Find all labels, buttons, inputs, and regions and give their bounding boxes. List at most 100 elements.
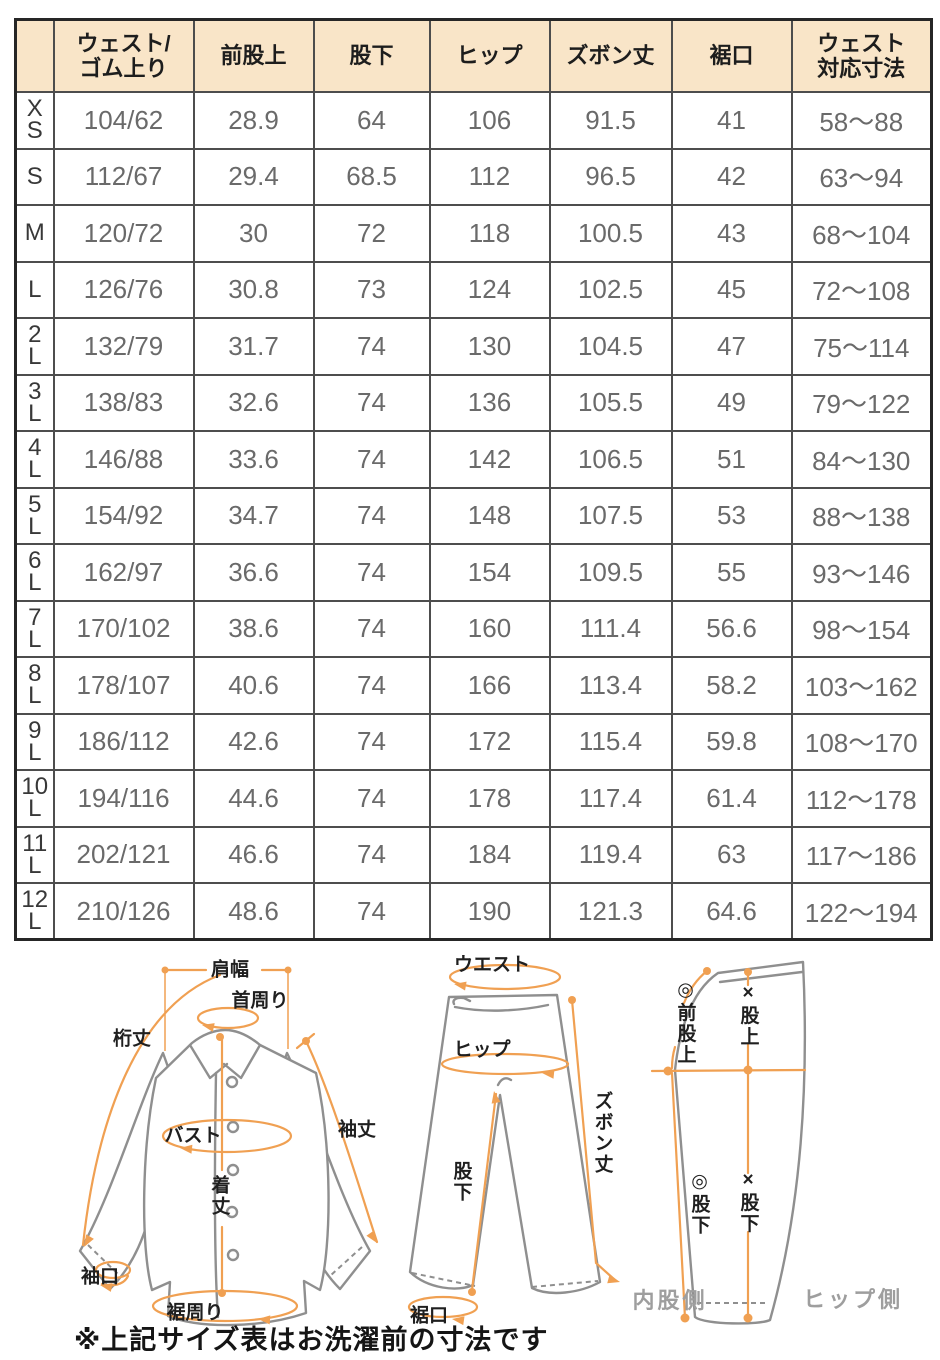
table-row: 8 L 178/107 40.6 74 166 113.4 58.2 103～162 xyxy=(14,656,933,715)
label-waist: ウエスト xyxy=(453,954,531,976)
table-value-cell: 100.5 xyxy=(548,204,673,263)
table-value-cell: 117～186 xyxy=(790,825,933,884)
table-value-cell: 79～122 xyxy=(790,373,933,432)
table-value-cell: 74 xyxy=(312,317,431,376)
table-value-cell: 202/121 xyxy=(52,825,195,884)
label-hip-side: ヒップ側 xyxy=(802,1287,904,1312)
table-value-cell: 98～154 xyxy=(790,599,933,658)
table-value-cell: 103～162 xyxy=(790,656,933,715)
table-row: L 126/76 30.8 73 124 102.5 45 72～108 xyxy=(14,260,933,319)
table-value-cell: 105.5 xyxy=(548,373,673,432)
table-row: X S 104/62 28.9 64 106 91.5 41 58～88 xyxy=(14,91,933,150)
header-corner-cell xyxy=(14,18,55,93)
table-value-cell: 61.4 xyxy=(670,769,793,828)
table-row: 6 L 162/97 36.6 74 154 109.5 55 93～146 xyxy=(14,543,933,602)
label-yuki-length: 桁丈 xyxy=(112,1028,152,1050)
table-value-cell: 44.6 xyxy=(192,769,315,828)
size-table: ウェスト/ ゴム上り 前股上 股下 ヒップ ズボン丈 裾口 ウェスト 対応寸法 … xyxy=(14,18,933,941)
label-inseam-inner: ◎股下 xyxy=(688,1170,710,1236)
table-value-cell: 74 xyxy=(312,882,431,941)
table-value-cell: 111.4 xyxy=(548,599,673,658)
header-hip: ヒップ xyxy=(428,18,551,93)
table-value-cell: 58～88 xyxy=(790,91,933,150)
table-value-cell: 112 xyxy=(428,147,551,206)
table-value-cell: 34.7 xyxy=(192,486,315,545)
table-value-cell: 68.5 xyxy=(312,147,431,206)
pre-wash-note: ※上記サイズ表はお洗濯前の寸法です xyxy=(74,1325,549,1355)
table-value-cell: 29.4 xyxy=(192,147,315,206)
table-row: 7 L 170/102 38.6 74 160 111.4 56.6 98～154 xyxy=(14,599,933,658)
table-row: 2 L 132/79 31.7 74 130 104.5 47 75～114 xyxy=(14,317,933,376)
table-row: 9 L 186/112 42.6 74 172 115.4 59.8 108～170 xyxy=(14,712,933,771)
size-label-cell: 9 L xyxy=(14,712,55,771)
table-value-cell: 166 xyxy=(428,656,551,715)
label-inner-thigh-side: 内股側 xyxy=(632,1288,708,1313)
header-front-rise: 前股上 xyxy=(192,18,315,93)
label-shoulder-width: 肩幅 xyxy=(210,959,250,981)
table-value-cell: 104.5 xyxy=(548,317,673,376)
table-value-cell: 36.6 xyxy=(192,543,315,602)
table-value-cell: 162/97 xyxy=(52,543,195,602)
table-value-cell: 124 xyxy=(428,260,551,319)
table-value-cell: 48.6 xyxy=(192,882,315,941)
size-label-cell: 12 L xyxy=(14,882,55,941)
size-label-cell: M xyxy=(14,204,55,263)
table-value-cell: 112/67 xyxy=(52,147,195,206)
table-value-cell: 33.6 xyxy=(192,430,315,489)
table-value-cell: 118 xyxy=(428,204,551,263)
table-value-cell: 74 xyxy=(312,430,431,489)
table-value-cell: 74 xyxy=(312,543,431,602)
table-value-cell: 136 xyxy=(428,373,551,432)
size-label-cell: 7 L xyxy=(14,599,55,658)
table-value-cell: 132/79 xyxy=(52,317,195,376)
table-value-cell: 184 xyxy=(428,825,551,884)
table-value-cell: 115.4 xyxy=(548,712,673,771)
table-value-cell: 41 xyxy=(670,91,793,150)
table-value-cell: 102.5 xyxy=(548,260,673,319)
table-value-cell: 74 xyxy=(312,656,431,715)
table-value-cell: 74 xyxy=(312,769,431,828)
table-value-cell: 160 xyxy=(428,599,551,658)
table-value-cell: 106 xyxy=(428,91,551,150)
table-value-cell: 68～104 xyxy=(790,204,933,263)
table-value-cell: 210/126 xyxy=(52,882,195,941)
table-value-cell: 40.6 xyxy=(192,656,315,715)
table-value-cell: 148 xyxy=(428,486,551,545)
table-value-cell: 63～94 xyxy=(790,147,933,206)
pants-side-diagram-icon xyxy=(650,960,807,1325)
size-label-cell: 2 L xyxy=(14,317,55,376)
table-value-cell: 72～108 xyxy=(790,260,933,319)
table-value-cell: 194/116 xyxy=(52,769,195,828)
table-value-cell: 84～130 xyxy=(790,430,933,489)
table-value-cell: 51 xyxy=(670,430,793,489)
label-pants-length: ズボン丈 xyxy=(591,1091,613,1175)
table-row: 10 L 194/116 44.6 74 178 117.4 61.4 112～178 xyxy=(14,769,933,828)
header-waist-elastic: ウェスト/ ゴム上り xyxy=(52,18,195,93)
table-value-cell: 74 xyxy=(312,712,431,771)
pajama-top-diagram-icon xyxy=(78,966,379,1327)
table-value-cell: 112～178 xyxy=(790,769,933,828)
table-value-cell: 170/102 xyxy=(52,599,195,658)
label-hem-girth: 裾周り xyxy=(166,1302,224,1324)
table-row: 5 L 154/92 34.7 74 148 107.5 53 88～138 xyxy=(14,486,933,545)
table-value-cell: 121.3 xyxy=(548,882,673,941)
table-value-cell: 30 xyxy=(192,204,315,263)
table-value-cell: 172 xyxy=(428,712,551,771)
size-label-cell: S xyxy=(14,147,55,206)
header-hem-opening: 裾口 xyxy=(670,18,793,93)
table-value-cell: 109.5 xyxy=(548,543,673,602)
header-pants-length: ズボン丈 xyxy=(548,18,673,93)
table-value-cell: 96.5 xyxy=(548,147,673,206)
table-value-cell: 58.2 xyxy=(670,656,793,715)
table-value-cell: 75～114 xyxy=(790,317,933,376)
table-value-cell: 72 xyxy=(312,204,431,263)
table-value-cell: 74 xyxy=(312,599,431,658)
table-value-cell: 74 xyxy=(312,825,431,884)
table-row: 11 L 202/121 46.6 74 184 119.4 63 117～186 xyxy=(14,825,933,884)
table-value-cell: 120/72 xyxy=(52,204,195,263)
label-cuff-opening: 袖口 xyxy=(80,1266,120,1288)
table-value-cell: 38.6 xyxy=(192,599,315,658)
header-waist-fit-range: ウェスト 対応寸法 xyxy=(790,18,933,93)
label-front-rise: ◎前股上 xyxy=(674,978,696,1066)
table-row: S 112/67 29.4 68.5 112 96.5 42 63～94 xyxy=(14,147,933,206)
